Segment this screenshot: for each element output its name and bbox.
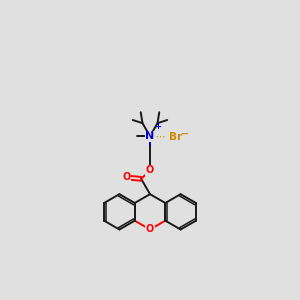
Text: O: O [146, 166, 154, 176]
Text: Br: Br [169, 132, 182, 142]
Text: +: + [154, 122, 161, 131]
Text: O: O [122, 172, 130, 182]
Text: −: − [181, 128, 189, 139]
Text: O: O [146, 224, 154, 235]
Text: N: N [146, 131, 154, 141]
